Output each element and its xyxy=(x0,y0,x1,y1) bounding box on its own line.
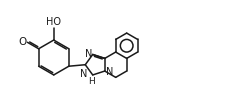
Text: HO: HO xyxy=(46,17,61,27)
Text: N: N xyxy=(80,69,88,79)
Text: H: H xyxy=(88,77,95,86)
Text: N: N xyxy=(105,66,113,77)
Text: O: O xyxy=(18,37,26,47)
Text: N: N xyxy=(85,49,92,59)
